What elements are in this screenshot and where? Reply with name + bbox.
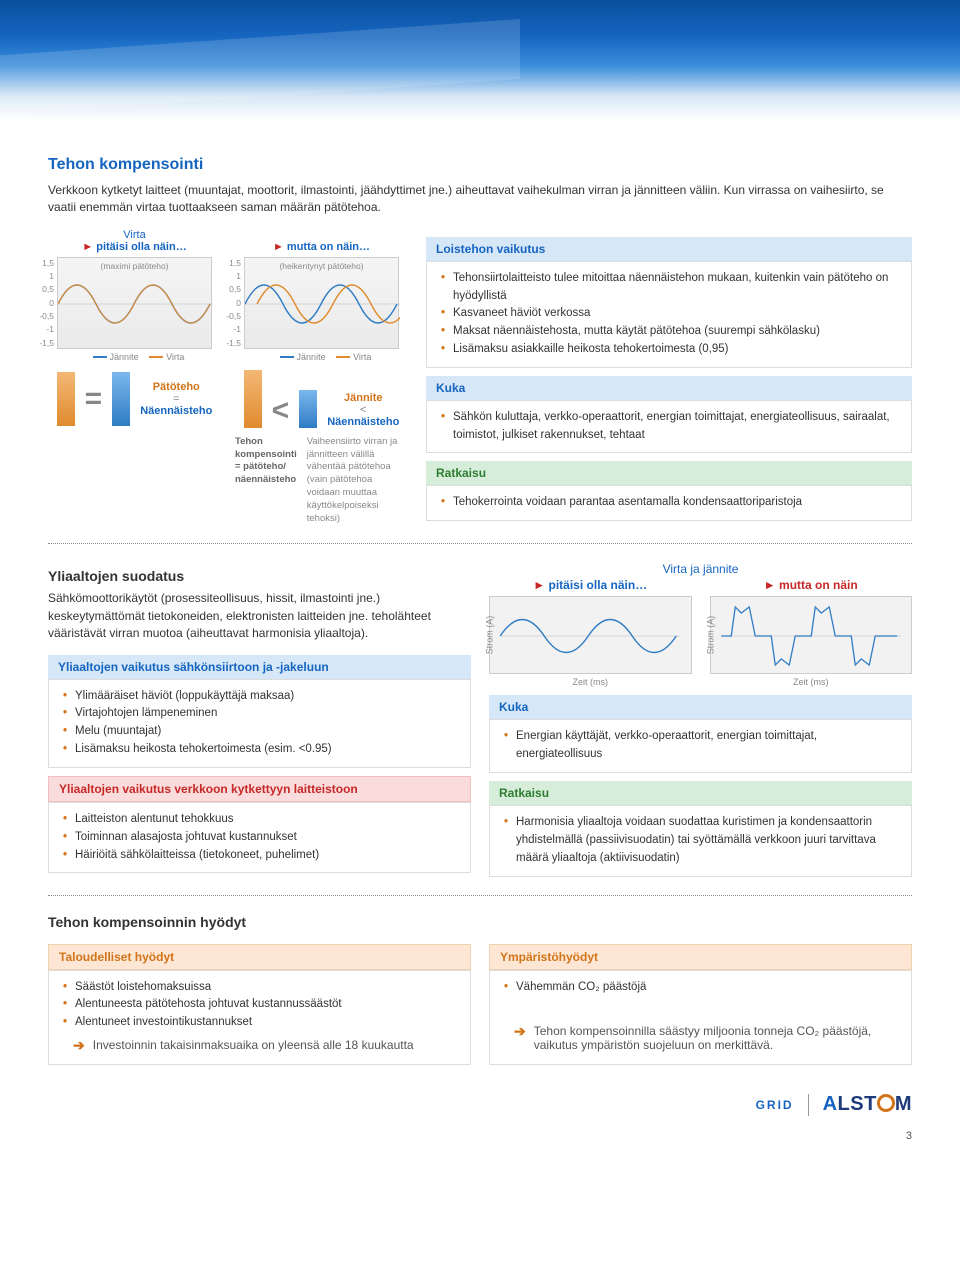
sec3-title: Tehon kompensoinnin hyödyt <box>48 914 912 930</box>
footer-grid: GRID <box>756 1098 794 1112</box>
sec1-row: Virta ► pitäisi olla näin… 1,510,50-0,5-… <box>48 229 912 526</box>
sec2-left-b1: Ylimääräiset häviöt (loppukäyttäjä maksa… <box>63 688 460 759</box>
sec2-left-h2: Yliaaltojen vaikutus verkkoon kytkettyyn… <box>48 776 471 802</box>
chart-b: ► mutta on näin… 1,510,50-0,5-1-1,5 (hei… <box>235 229 408 362</box>
sec2-title: Yliaaltojen suodatus <box>48 568 471 584</box>
chart-b-legend: Jännite Virta <box>235 352 408 362</box>
sec2-left-h1: Yliaaltojen vaikutus sähkönsiirtoon ja -… <box>48 655 471 679</box>
eq-a: = Pätöteho = Näennäisteho <box>48 370 221 428</box>
chart-a: Virta ► pitäisi olla näin… 1,510,50-0,5-… <box>48 229 221 362</box>
sec3-left-callout: ➔Investoinnin takaisinmaksuaika on yleen… <box>63 1032 460 1056</box>
divider-1 <box>48 543 912 544</box>
page-content: Tehon kompensointi Verkkoon kytketyt lai… <box>0 120 960 1085</box>
sec3-left-h: Taloudelliset hyödyt <box>48 944 471 970</box>
header-banner <box>0 0 960 120</box>
sec2-left-b2: Laitteiston alentunut tehokkuus Toiminna… <box>63 811 460 864</box>
sec2-row: Yliaaltojen suodatus Sähkömoottorikäytöt… <box>48 562 912 876</box>
chart-a-svg <box>58 258 213 350</box>
sec2-right-h1: Kuka <box>489 695 912 719</box>
harmonic-good: Strom (A) <box>489 596 692 674</box>
alstom-logo: ALSTM <box>823 1093 912 1116</box>
chart-a-yticks: 1,510,50-0,5-1-1,5 <box>32 258 54 348</box>
panel1-h3: Ratkaisu <box>426 461 912 485</box>
sec3-row: Taloudelliset hyödyt Säästöt loistehomak… <box>48 936 912 1066</box>
sec1-intro: Verkkoon kytketyt laitteet (muuntajat, m… <box>48 182 912 217</box>
chart-b-yticks: 1,510,50-0,5-1-1,5 <box>219 258 241 348</box>
chart-pair: Virta ► pitäisi olla näin… 1,510,50-0,5-… <box>48 229 408 362</box>
eq-b: < Jännite < Näennäisteho <box>235 370 408 428</box>
sec3-right-h: Ympäristöhyödyt <box>489 944 912 970</box>
panel1-h1: Loistehon vaikutus <box>426 237 912 261</box>
sec1-panel: Loistehon vaikutus Tehonsiirtolaitteisto… <box>426 229 912 526</box>
divider-2 <box>48 895 912 896</box>
sec2-intro: Sähkömoottorikäytöt (prosessiteollisuus,… <box>48 590 471 642</box>
sec3-left-items: Säästöt loistehomaksuissa Alentuneesta p… <box>63 979 460 1032</box>
chart-b-svg <box>245 258 400 350</box>
chart-a-legend: Jännite Virta <box>48 352 221 362</box>
chart-a-supertitle: Virta <box>48 229 221 241</box>
harmonic-bad: Strom (A) <box>710 596 913 674</box>
sec2-right-h2: Ratkaisu <box>489 781 912 805</box>
page-number: 3 <box>0 1130 960 1152</box>
panel1-h2: Kuka <box>426 376 912 400</box>
sec3-right-callout: ➔Tehon kompensoinnilla säästyy miljoonia… <box>504 1018 901 1056</box>
footer: GRID ALSTM <box>0 1085 960 1130</box>
panel1-b1: Tehonsiirtolaitteisto tulee mitoittaa nä… <box>441 270 901 359</box>
sec1-title: Tehon kompensointi <box>48 156 912 174</box>
